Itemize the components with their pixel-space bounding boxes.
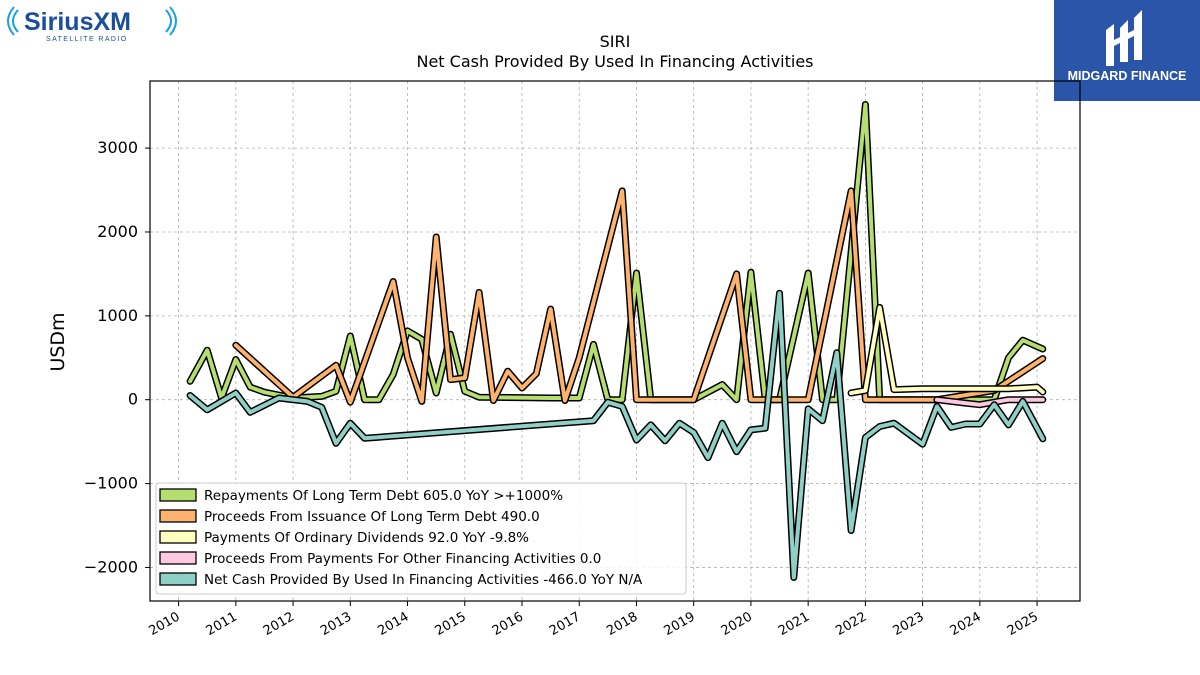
midgard-emblem-icon (1106, 10, 1142, 66)
x-tick-label: 2011 (204, 609, 240, 639)
series-line-outline (186, 101, 1047, 404)
legend-label: Payments Of Ordinary Dividends 92.0 YoY … (204, 530, 529, 546)
legend-label: Repayments Of Long Term Debt 605.0 YoY >… (204, 488, 563, 504)
y-tick-label: 1000 (97, 306, 138, 325)
legend-swatch (159, 509, 197, 523)
radio-waves-right-icon (165, 6, 177, 36)
y-tick-label: 0 (128, 390, 138, 409)
x-axis: 2010 2011 2012 2013 2014 2015 2016 2017 2018 2019… (146, 601, 1041, 639)
legend-swatch (159, 551, 197, 565)
x-tick-label: 2014 (375, 609, 411, 639)
y-axis: −2000 −1000 0 1000 2000 3000 (84, 138, 150, 576)
x-tick-label: 2020 (719, 609, 755, 639)
radio-waves-left-icon (7, 6, 19, 36)
legend: Repayments Of Long Term Debt 605.0 YoY >… (155, 482, 687, 595)
y-tick-label: 3000 (97, 138, 138, 157)
x-tick-label: 2022 (833, 609, 869, 639)
series-0 (186, 101, 1047, 404)
legend-swatch (159, 572, 197, 586)
x-tick-label: 2019 (662, 609, 698, 639)
series-line (188, 291, 1045, 580)
series-line (233, 188, 1045, 405)
brand-right-name: MIDGARD FINANCE (1068, 69, 1187, 83)
brand-left-name: SiriusXM (24, 8, 131, 36)
x-tick-label: 2018 (604, 609, 640, 639)
y-tick-label: −2000 (84, 557, 138, 576)
x-tick-label: 2021 (776, 609, 812, 639)
chart-title: SIRI (600, 32, 631, 51)
legend-box (155, 482, 687, 595)
siriusxm-logo: SiriusXM SATELLITE RADIO (4, 4, 184, 44)
y-tick-label: 2000 (97, 222, 138, 241)
x-tick-label: 2024 (948, 609, 984, 639)
x-tick-label: 2010 (146, 609, 182, 639)
x-tick-label: 2012 (261, 609, 297, 639)
x-tick-label: 2016 (490, 609, 526, 639)
y-tick-label: −1000 (84, 474, 138, 493)
series-line (188, 102, 1045, 402)
x-tick-label: 2013 (318, 609, 354, 639)
chart-subtitle: Net Cash Provided By Used In Financing A… (416, 52, 813, 71)
series-1 (232, 187, 1047, 406)
midgard-finance-logo: MIDGARD FINANCE (1054, 0, 1200, 101)
series-2 (847, 304, 1047, 397)
x-tick-label: 2015 (433, 609, 469, 639)
legend-swatch (159, 530, 197, 544)
x-tick-label: 2023 (890, 609, 926, 639)
legend-label: Net Cash Provided By Used In Financing A… (204, 572, 643, 588)
series-layer (186, 101, 1047, 581)
brand-left-tagline: SATELLITE RADIO (46, 36, 128, 43)
legend-label: Proceeds From Issuance Of Long Term Debt… (204, 509, 540, 525)
legend-label: Proceeds From Payments For Other Financi… (204, 551, 601, 567)
y-axis-label: USDm (47, 312, 69, 371)
legend-swatch (159, 488, 197, 502)
series-line (849, 305, 1045, 395)
plot-frame (149, 80, 1081, 602)
x-tick-label: 2025 (1005, 609, 1041, 639)
x-tick-label: 2017 (547, 609, 583, 639)
series-4 (186, 289, 1047, 581)
